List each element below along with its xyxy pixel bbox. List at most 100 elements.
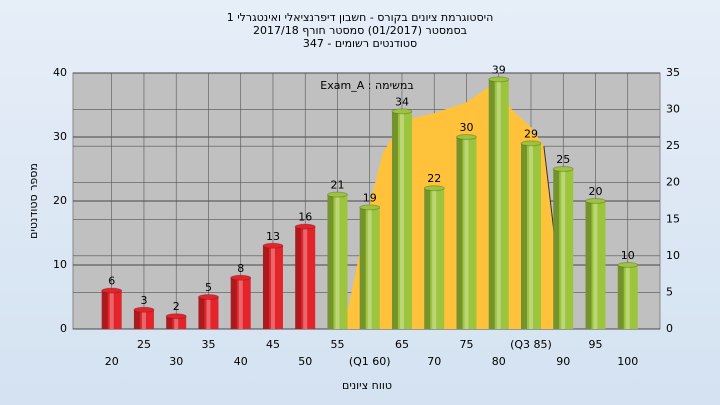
bar bbox=[391, 111, 412, 330]
y2-tick-label: 15 bbox=[666, 212, 680, 225]
bar-top bbox=[520, 140, 542, 147]
bar-top bbox=[165, 313, 187, 320]
x-tick-label: 100 bbox=[617, 355, 638, 368]
bar-highlight bbox=[270, 245, 275, 329]
bar-highlight bbox=[625, 265, 630, 329]
bar-top bbox=[230, 274, 252, 281]
x-tick-label: (Q3 85) bbox=[510, 338, 552, 351]
bar-top bbox=[455, 134, 477, 140]
x-tick-label: 25 bbox=[137, 338, 151, 351]
value-label: 13 bbox=[266, 230, 280, 243]
y-axis-label: מספר סטודנטים bbox=[27, 163, 40, 239]
x-tick-label: 95 bbox=[588, 338, 602, 351]
bar-shade bbox=[133, 309, 140, 329]
bar bbox=[456, 137, 477, 329]
bar-shade bbox=[488, 79, 495, 330]
y2-tick-label: 20 bbox=[666, 176, 680, 189]
x-tick-label: 55 bbox=[330, 338, 344, 351]
bar-top bbox=[552, 166, 574, 172]
x-tick-label: 90 bbox=[556, 355, 570, 368]
bar bbox=[101, 290, 122, 329]
value-label: 29 bbox=[524, 127, 538, 140]
title-line: בסמסטר (01/2017) סמסטר חורף 2017/18 bbox=[253, 24, 467, 37]
value-label: 34 bbox=[395, 95, 409, 108]
value-label: 8 bbox=[237, 262, 244, 275]
x-tick-label: 45 bbox=[266, 338, 280, 351]
bar bbox=[262, 245, 283, 329]
bar-top bbox=[488, 76, 510, 83]
bar-shade bbox=[424, 188, 431, 329]
x-tick-label: 80 bbox=[492, 355, 506, 368]
bar bbox=[359, 207, 380, 329]
y-tick-label: 20 bbox=[53, 194, 67, 207]
bar-shade bbox=[230, 277, 237, 329]
y2-tick-label: 5 bbox=[666, 285, 673, 298]
value-label: 5 bbox=[205, 281, 212, 294]
bar-top bbox=[197, 294, 219, 300]
bar-highlight bbox=[303, 226, 308, 329]
bar-highlight bbox=[432, 188, 437, 329]
bar bbox=[553, 169, 574, 329]
bar-shade bbox=[456, 137, 463, 329]
value-label: 25 bbox=[556, 153, 570, 166]
bar-highlight bbox=[464, 137, 469, 329]
bar-top bbox=[294, 223, 316, 230]
value-label: 16 bbox=[298, 211, 312, 224]
title-line: היסטוגרמת ציונים בקורס - חשבון דיפרנציאל… bbox=[227, 11, 494, 24]
x-tick-label: 65 bbox=[395, 338, 409, 351]
bar-shade bbox=[262, 245, 269, 329]
y2-tick-label: 10 bbox=[666, 249, 680, 262]
bar-top bbox=[423, 185, 445, 192]
bar-highlight bbox=[335, 194, 340, 329]
title-line: סטודנטים רשומים - 347 bbox=[303, 37, 417, 50]
bar-top bbox=[584, 198, 606, 204]
bar-top bbox=[133, 306, 155, 313]
bar-shade bbox=[617, 265, 624, 329]
bar-top bbox=[262, 242, 284, 249]
bar-top bbox=[391, 108, 413, 115]
value-label: 39 bbox=[492, 63, 506, 76]
x-axis-label: טווח ציונים bbox=[342, 379, 392, 392]
y-tick-label: 30 bbox=[53, 130, 67, 143]
bar bbox=[488, 79, 509, 330]
value-label: 6 bbox=[108, 275, 115, 288]
value-label: 19 bbox=[363, 191, 377, 204]
bar bbox=[520, 143, 541, 329]
bar-highlight bbox=[238, 277, 243, 329]
bar bbox=[585, 201, 606, 329]
bar-shade bbox=[198, 297, 205, 329]
annotation: במשימה : Exam_A bbox=[320, 79, 413, 92]
value-label: 30 bbox=[459, 121, 473, 134]
bar-shade bbox=[359, 207, 366, 329]
x-tick-label: 20 bbox=[105, 355, 119, 368]
bar-highlight bbox=[109, 290, 114, 329]
x-tick-label: 35 bbox=[201, 338, 215, 351]
x-tick-label: 40 bbox=[234, 355, 248, 368]
y2-tick-label: 35 bbox=[666, 66, 680, 79]
bar-top bbox=[101, 287, 123, 294]
bar-shade bbox=[585, 201, 592, 329]
bar-shade bbox=[520, 143, 527, 329]
bar-highlight bbox=[399, 111, 404, 330]
bar-top bbox=[326, 191, 348, 198]
y-tick-label: 0 bbox=[60, 322, 67, 335]
x-tick-label: 50 bbox=[298, 355, 312, 368]
bar-highlight bbox=[496, 79, 501, 330]
x-tick-label: 70 bbox=[427, 355, 441, 368]
bar-highlight bbox=[367, 207, 372, 329]
bar bbox=[617, 265, 638, 329]
y-tick-label: 40 bbox=[53, 66, 67, 79]
bar bbox=[198, 297, 219, 329]
bar bbox=[133, 309, 154, 329]
bar-highlight bbox=[593, 201, 598, 329]
value-label: 10 bbox=[621, 249, 635, 262]
bar-top bbox=[617, 262, 639, 268]
x-tick-label: 75 bbox=[459, 338, 473, 351]
value-label: 2 bbox=[173, 300, 180, 313]
bar bbox=[327, 194, 348, 329]
bar-highlight bbox=[141, 309, 146, 329]
x-tick-label: (Q1 60) bbox=[349, 355, 391, 368]
bar bbox=[424, 188, 445, 329]
bar-top bbox=[359, 204, 381, 211]
